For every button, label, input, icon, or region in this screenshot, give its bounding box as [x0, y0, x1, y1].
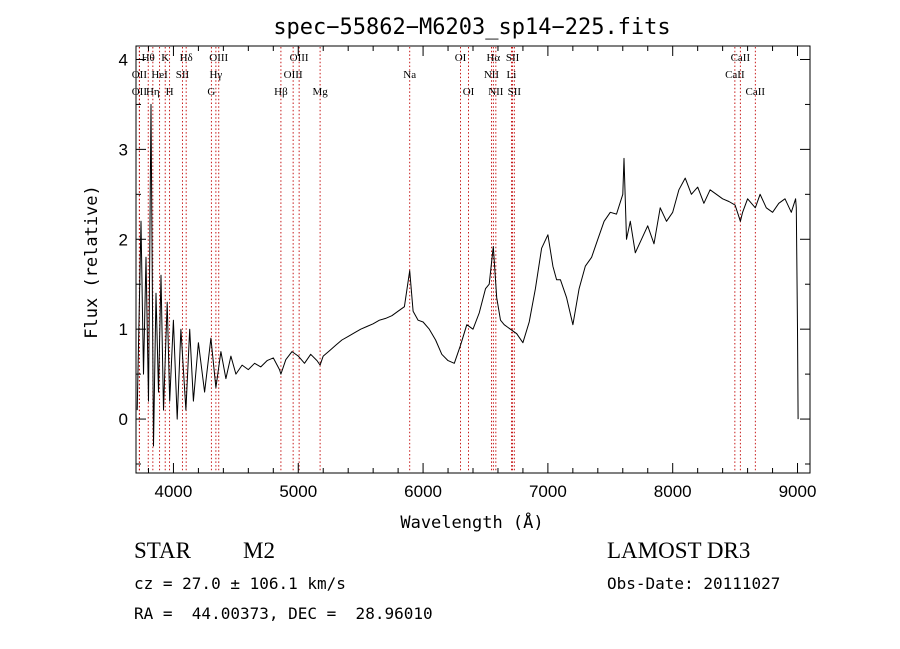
y-tick-label: 1 [119, 320, 128, 339]
x-tick-label: 4000 [155, 482, 193, 501]
line-marker-label: G [207, 86, 215, 98]
survey-name: LAMOST DR3 [607, 538, 751, 563]
line-marker-label: Mg [312, 86, 328, 98]
line-marker-label: HeI [151, 69, 168, 81]
spectrum-series-line [136, 103, 799, 447]
spectrum-chart: spec−55862−M6203_sp14−225.fits Wavelengt… [82, 15, 817, 533]
line-marker-label: OIII [290, 52, 309, 64]
line-marker-label: OIII [284, 69, 303, 81]
line-marker-label: SII [506, 52, 520, 64]
line-marker-label: Hη [146, 86, 160, 98]
line-marker-label: Hα [486, 52, 500, 64]
line-marker-label: CaII [725, 69, 745, 81]
object-class: STAR [134, 538, 191, 563]
line-marker-label: OI [463, 86, 475, 98]
line-marker-label: NII [484, 69, 500, 81]
x-tick-label: 7000 [529, 482, 567, 501]
line-marker-label: K [161, 52, 169, 64]
y-tick-label: 4 [119, 50, 128, 69]
tick-layer: 4000 5000 6000 7000 8000 9000 0 1 2 3 4 [119, 46, 817, 501]
line-marker-label: OI [455, 52, 467, 64]
line-marker-label: SII [176, 69, 190, 81]
chart-title: spec−55862−M6203_sp14−225.fits [273, 15, 670, 40]
line-marker-label: Hδ [180, 52, 193, 64]
x-tick-label: 8000 [654, 482, 692, 501]
line-marker-label: Hβ [274, 86, 288, 98]
line-marker-label: OIII [209, 52, 228, 64]
coordinates: RA = 44.00373, DEC = 28.96010 [134, 604, 433, 623]
plot-frame [135, 45, 811, 474]
x-tick-label: 6000 [404, 482, 442, 501]
y-tick-label: 0 [119, 410, 128, 429]
line-marker-label: H [166, 86, 174, 98]
line-marker-label: Li [507, 69, 517, 81]
line-marker-label: CaII [746, 86, 766, 98]
line-marker-label: SII [508, 86, 522, 98]
line-marker-label: OII [132, 69, 148, 81]
line-marker-label: Hγ [209, 69, 222, 81]
y-tick-label: 3 [119, 140, 128, 159]
line-marker-label: NII [488, 86, 504, 98]
spectrum-layer [136, 103, 799, 447]
line-marker-layer [138, 47, 756, 472]
x-tick-label: 9000 [779, 482, 817, 501]
y-axis-label: Flux (relative) [82, 185, 102, 339]
x-tick-label: 5000 [279, 482, 317, 501]
obs-date: Obs-Date: 20111027 [607, 574, 781, 593]
x-axis-label: Wavelength (Å) [400, 511, 543, 533]
y-tick-label: 2 [119, 230, 128, 249]
line-marker-label: Hθ [142, 52, 155, 64]
line-marker-label: CaII [731, 52, 751, 64]
redshift-text: cz = 27.0 ± 106.1 km/s [134, 574, 346, 593]
line-marker-label: Na [403, 69, 416, 81]
line-marker-label: OII [132, 86, 148, 98]
object-subclass: M2 [243, 538, 275, 563]
